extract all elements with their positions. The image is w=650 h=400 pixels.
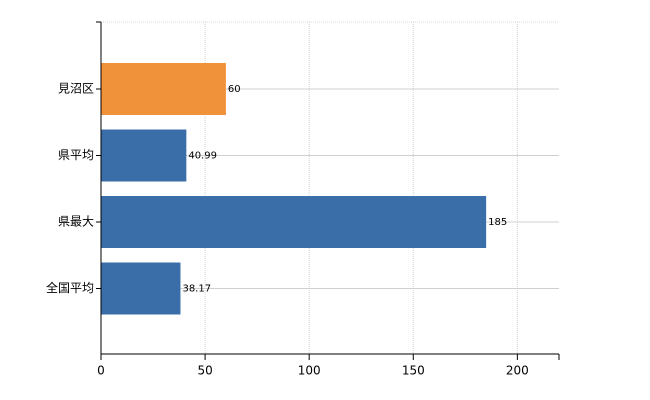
y-tick-label: 見沼区 — [58, 82, 94, 96]
y-tick-label: 県平均 — [58, 148, 94, 162]
x-tick-label: 0 — [97, 364, 105, 378]
bar — [101, 196, 487, 248]
bar — [101, 262, 181, 315]
y-tick-label: 県最大 — [58, 215, 94, 229]
value-label: 60 — [228, 84, 241, 95]
bar — [101, 63, 226, 115]
x-tick-label: 100 — [298, 364, 321, 378]
x-tick-label: 50 — [197, 364, 212, 378]
bar — [101, 129, 187, 182]
x-tick-label: 150 — [402, 364, 425, 378]
value-label: 40.99 — [188, 151, 217, 162]
value-label: 185 — [488, 217, 507, 228]
y-tick-label: 全国平均 — [46, 280, 94, 295]
x-tick-label: 200 — [506, 364, 529, 378]
value-label: 38.17 — [182, 284, 211, 295]
